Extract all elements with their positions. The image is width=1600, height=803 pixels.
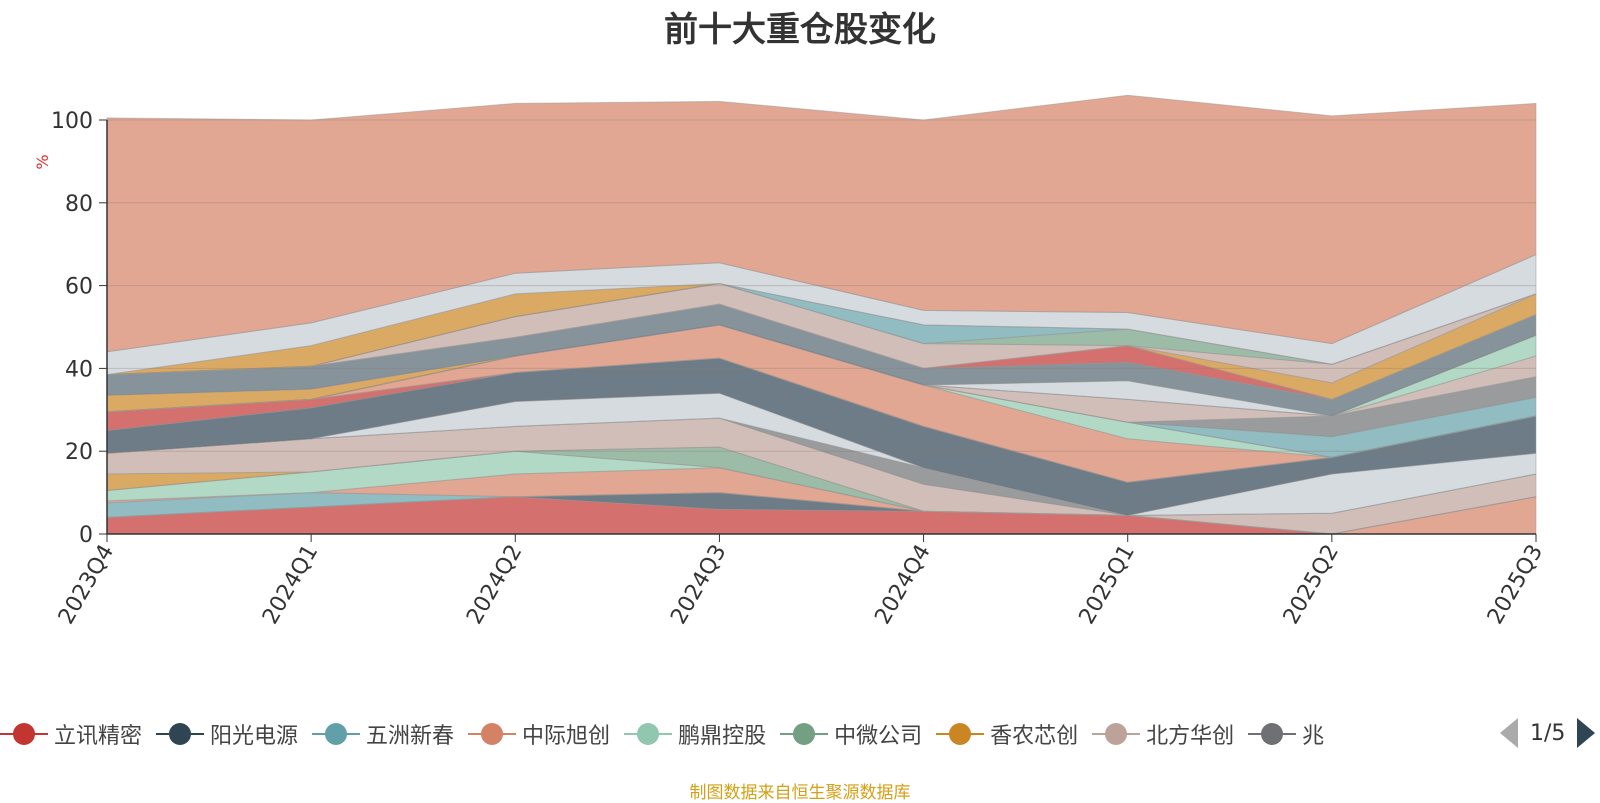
legend-marker-icon [468, 722, 517, 746]
legend-label: 香农芯创 [990, 724, 1079, 749]
legend-label: 阳光电源 [210, 724, 299, 749]
x-tick-label: 2024Q3 [666, 541, 731, 629]
y-grid: 0 20 40 60 80 100 [51, 109, 1536, 548]
legend-page-indicator: 1/5 [1530, 720, 1566, 746]
legend-marker-icon [936, 722, 985, 746]
legend-label: 鹏鼎控股 [678, 724, 767, 749]
legend-item[interactable]: 香农芯创 [936, 716, 1078, 752]
legend-item[interactable]: 北方华创 [1092, 716, 1234, 752]
legend-next-icon[interactable] [1577, 718, 1596, 748]
legend-marker-icon [0, 722, 48, 746]
legend-label: 中际旭创 [522, 724, 611, 749]
legend-marker-icon [1092, 722, 1141, 746]
legend-label: 中微公司 [834, 724, 923, 749]
chart-title: 前十大重仓股变化 [664, 10, 936, 50]
y-tick-label: 80 [65, 192, 93, 217]
x-tick-label: 2025Q2 [1279, 541, 1344, 629]
legend-item[interactable]: 鹏鼎控股 [624, 716, 766, 752]
legend-label: 立讯精密 [54, 724, 143, 749]
legend-item[interactable]: 中际旭创 [468, 716, 610, 752]
y-tick-label: 0 [79, 523, 93, 548]
x-tick-label: 2024Q2 [462, 541, 527, 629]
legend-label: 北方华创 [1146, 724, 1235, 749]
legend-label: 五洲新春 [366, 724, 455, 749]
x-tick-label: 2024Q4 [870, 541, 935, 629]
area-series-32[interactable] [106, 94, 1537, 353]
legend-item[interactable]: 立讯精密 [0, 716, 142, 752]
legend-item[interactable]: 阳光电源 [156, 716, 298, 752]
x-tick-label: 2025Q3 [1483, 541, 1548, 629]
legend-item[interactable]: 兆 [1248, 716, 1324, 752]
legend-marker-icon [312, 722, 361, 746]
legend-item[interactable]: 五洲新春 [312, 716, 454, 752]
legend-marker-icon [624, 722, 673, 746]
legend-label: 兆 [1302, 724, 1325, 749]
legend-marker-icon [156, 722, 205, 746]
y-tick-label: 60 [65, 275, 93, 300]
legend-prev-icon[interactable] [1500, 718, 1518, 748]
data-source-note: 制图数据来自恒生聚源数据库 [689, 783, 911, 803]
y-tick-label: 100 [51, 109, 93, 134]
y-tick-label: 40 [65, 357, 93, 382]
area-layers [106, 94, 1537, 535]
x-tick-label: 2024Q1 [258, 541, 323, 629]
legend: 立讯精密 阳光电源 五洲新春 中际旭创 鹏鼎控股 中微公司 香农芯创 北方华创 兆 [0, 716, 1480, 752]
legend-marker-icon [1248, 722, 1297, 746]
y-tick-label: 20 [65, 440, 93, 465]
legend-marker-icon [780, 722, 829, 746]
x-tick-label: 2025Q1 [1075, 541, 1140, 629]
y-axis-label: % [33, 154, 52, 169]
legend-item[interactable]: 中微公司 [780, 716, 922, 752]
x-axis: 2023Q4 2024Q1 2024Q2 2024Q3 2024Q4 2025Q1 2025… [54, 534, 1548, 629]
legend-pager: 1/5 [1500, 718, 1596, 748]
x-tick-label: 2023Q4 [54, 541, 119, 629]
